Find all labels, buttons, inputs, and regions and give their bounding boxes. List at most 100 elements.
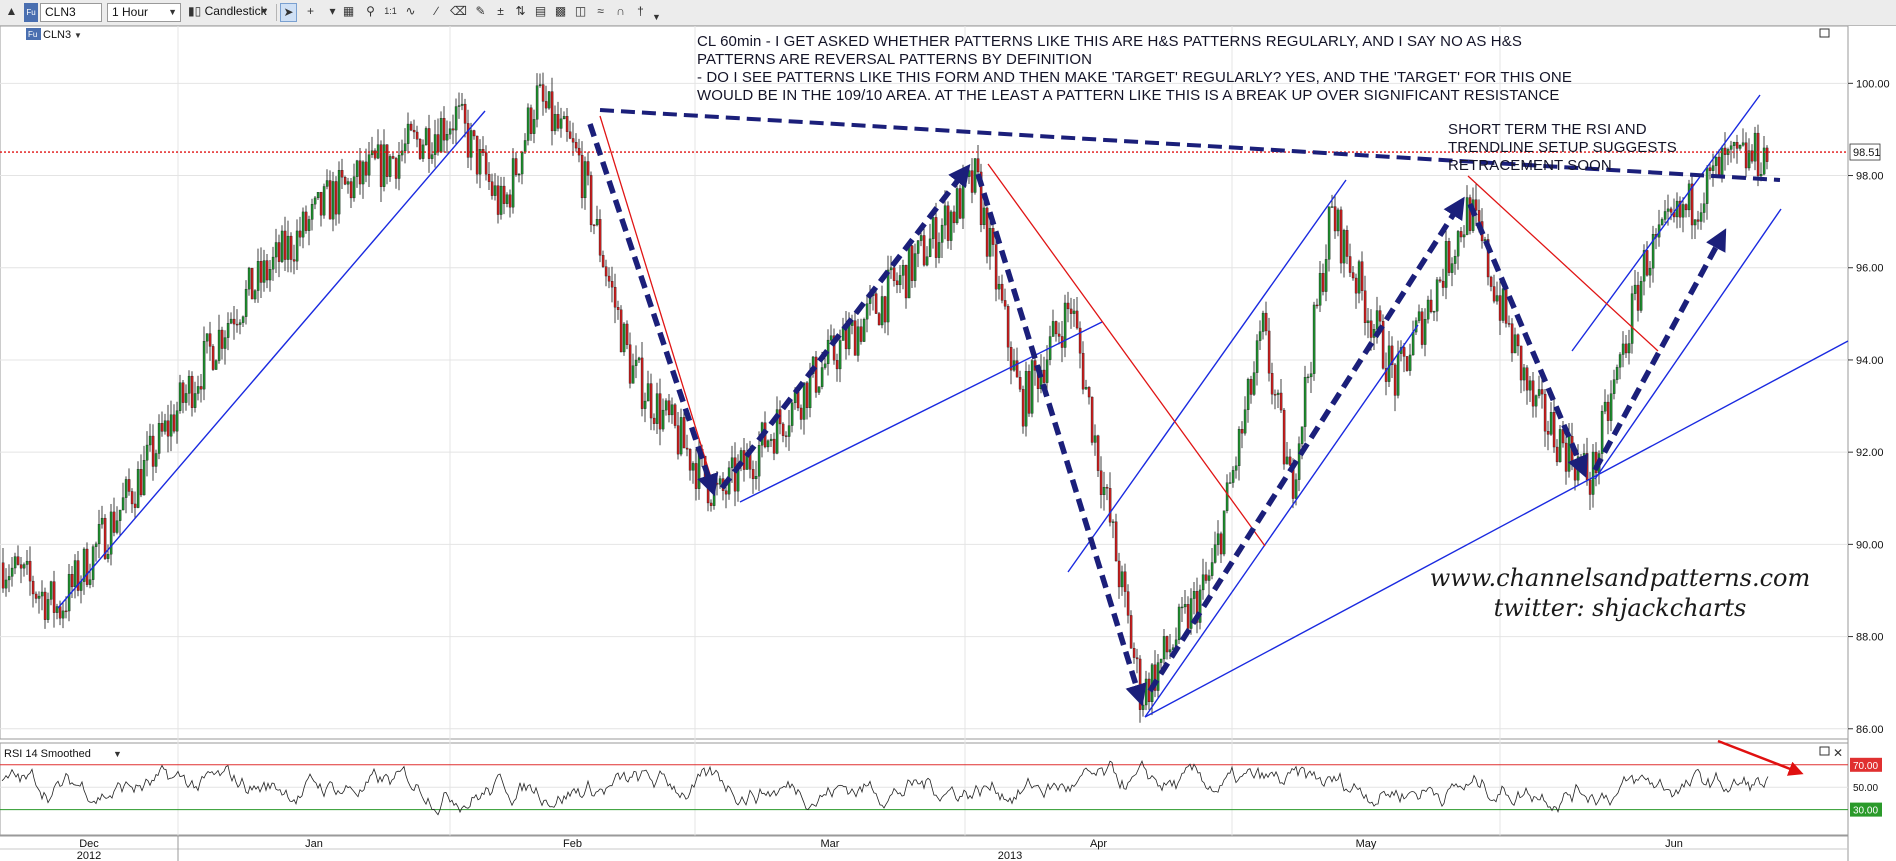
candle — [484, 152, 488, 175]
candle — [124, 479, 128, 498]
plus-dropdown-icon[interactable]: ▾ — [329, 4, 336, 18]
candle — [661, 409, 665, 430]
zoom-icon[interactable]: ⚲ — [366, 4, 375, 18]
candle — [1582, 453, 1586, 463]
website-label: www.channelsandpatterns.com — [1429, 564, 1811, 592]
candle — [316, 192, 320, 199]
candle — [319, 192, 323, 216]
candle — [1144, 678, 1148, 706]
candle — [253, 290, 257, 300]
candle — [1645, 250, 1649, 276]
candle — [229, 318, 233, 324]
instrument-dropdown-icon[interactable]: ▼ — [74, 31, 82, 40]
rsi-settings-dropdown-icon[interactable]: ▼ — [113, 749, 122, 759]
eraser-icon[interactable]: ⌫ — [450, 4, 467, 18]
cursor-icon[interactable]: ➤ — [280, 3, 297, 22]
candle — [1681, 204, 1685, 218]
candle — [1123, 571, 1127, 592]
symbol-input[interactable]: CLN3 — [40, 3, 102, 22]
plus-minus-icon[interactable]: ± — [497, 4, 504, 18]
candle — [874, 293, 878, 314]
candle — [1165, 636, 1169, 653]
fib-icon[interactable]: ▤ — [534, 4, 547, 18]
candle — [646, 383, 650, 402]
candle — [1129, 615, 1133, 649]
chart-style-select[interactable]: ▮▯ Candlestick ▼ — [188, 3, 272, 22]
candle — [1027, 371, 1031, 414]
price-tool-icon[interactable]: ⇅ — [515, 4, 526, 18]
candle — [490, 181, 494, 196]
more-dropdown-icon[interactable]: ▼ — [652, 12, 661, 22]
note-icon[interactable]: ✎ — [475, 4, 486, 18]
grid-icon[interactable]: ▦ — [342, 4, 355, 18]
wave-arrows — [587, 123, 1727, 707]
candle — [1750, 150, 1754, 162]
candle — [733, 457, 737, 492]
candle — [859, 326, 863, 342]
wave-icon[interactable]: ≈ — [597, 4, 604, 18]
candle — [1636, 284, 1640, 311]
candle — [1543, 393, 1547, 432]
maximize-icon[interactable] — [1819, 28, 1830, 38]
candle — [943, 205, 947, 226]
candle — [301, 211, 305, 238]
one-to-one-icon[interactable]: 1:1 — [384, 6, 397, 16]
crosshair-icon[interactable]: + — [306, 4, 314, 18]
candle — [190, 375, 194, 408]
candle — [838, 340, 842, 370]
candle — [583, 161, 587, 199]
candle — [631, 365, 635, 384]
candle — [664, 400, 668, 411]
channel-lower-line — [1144, 324, 1419, 718]
pencil-icon[interactable]: ∿ — [405, 4, 416, 18]
interval-select[interactable]: 1 Hour ▼ — [107, 3, 181, 22]
candle — [19, 564, 23, 569]
maximize-icon[interactable] — [1819, 746, 1830, 756]
candle — [349, 181, 353, 199]
candle — [1057, 333, 1061, 337]
candle — [913, 253, 917, 281]
month-label: Jan — [305, 838, 323, 850]
trendline-icon[interactable]: ∕ — [435, 4, 438, 18]
close-icon[interactable]: ✕ — [1833, 746, 1843, 760]
candle — [232, 318, 236, 325]
candle — [1045, 359, 1049, 383]
scroll-up-icon[interactable]: ▲ — [5, 4, 18, 18]
channel-icon[interactable]: ▩ — [554, 4, 567, 18]
candle — [1510, 323, 1514, 354]
candle — [1342, 230, 1346, 264]
measure-icon[interactable]: ◫ — [574, 4, 587, 18]
pin-icon[interactable]: † — [637, 4, 644, 18]
candle — [172, 414, 176, 432]
candle — [328, 180, 332, 220]
candle — [1702, 203, 1706, 213]
candle — [967, 170, 971, 177]
candle — [757, 445, 761, 477]
candle — [241, 316, 245, 323]
candle — [358, 160, 362, 185]
candle — [1669, 208, 1673, 213]
candle — [1312, 304, 1316, 374]
main-annotation: CL 60min - I GET ASKED WHETHER PATTERNS … — [697, 33, 1572, 104]
candle — [1420, 311, 1424, 345]
candle — [1294, 479, 1298, 499]
time-axis: Dec Jan Feb Mar Apr May Jun 2012 2013 — [0, 835, 1848, 861]
price-tick-label: 88.00 — [1856, 632, 1884, 644]
candle — [592, 224, 596, 227]
candle — [706, 479, 710, 504]
candle — [1486, 239, 1490, 278]
candle — [1201, 574, 1205, 591]
candle — [577, 147, 581, 156]
magnet-icon[interactable]: ∩ — [616, 4, 625, 18]
candle — [1117, 560, 1121, 588]
wave-arrow-3 — [975, 173, 1147, 707]
candle — [127, 479, 131, 492]
candle — [58, 606, 62, 619]
candle — [1711, 165, 1715, 171]
candle — [1477, 210, 1481, 222]
candle — [775, 409, 779, 454]
candle — [595, 219, 599, 226]
candle — [475, 135, 479, 175]
candle — [1333, 206, 1337, 232]
candle — [445, 134, 449, 141]
